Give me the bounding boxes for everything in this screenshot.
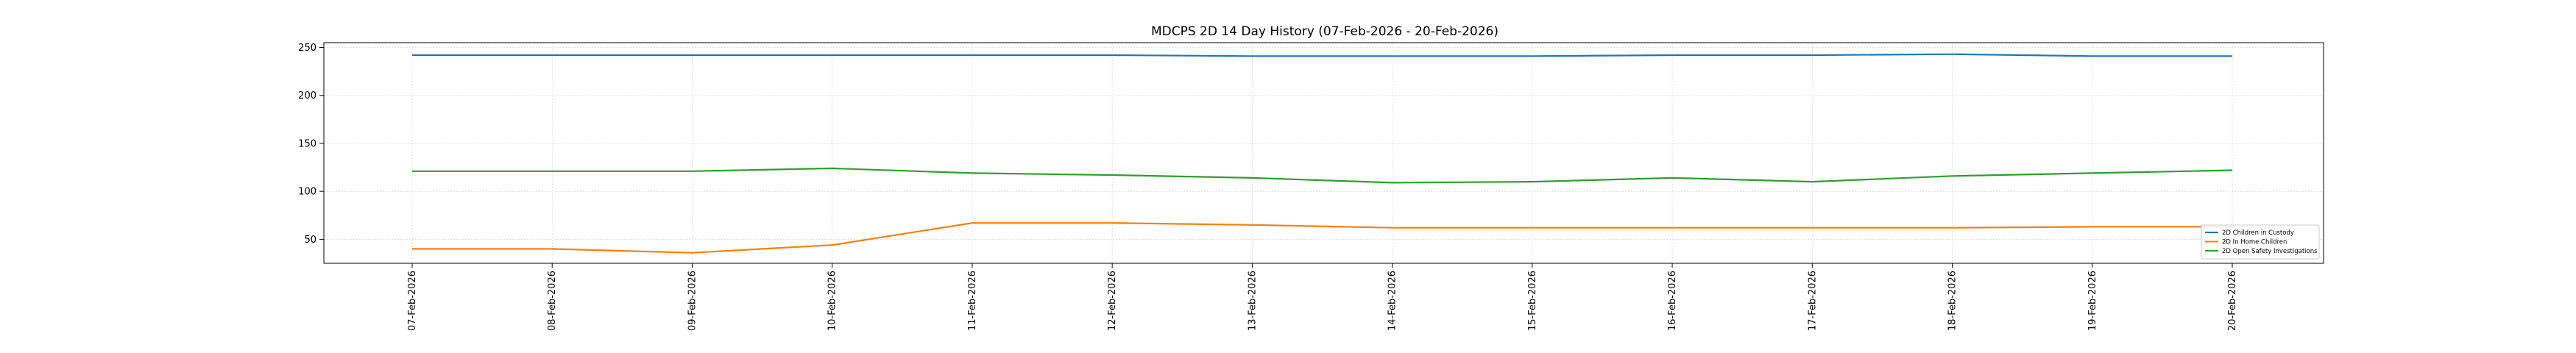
series-line <box>412 222 2232 254</box>
legend-label: 2D In Home Children <box>2222 239 2287 246</box>
legend-box <box>2201 224 2320 260</box>
x-tick-label: 11-Feb-2026 <box>967 271 978 331</box>
x-tick-label: 18-Feb-2026 <box>1947 271 1958 331</box>
legend: 2D Children in Custody 2D In Home Childre… <box>2201 224 2320 260</box>
x-tick-label: 20-Feb-2026 <box>2227 271 2238 331</box>
y-tick-label: 200 <box>298 90 316 101</box>
x-axis: 07-Feb-2026 08-Feb-2026 09-Feb-2026 10-Feb-… <box>407 263 2238 331</box>
x-tick-label: 17-Feb-2026 <box>1807 271 1818 331</box>
series-line <box>412 167 2233 184</box>
x-tick-label: 15-Feb-2026 <box>1527 271 1538 331</box>
y-axis: 50 100 150 200 250 <box>298 43 324 246</box>
plot-frame <box>323 42 2324 264</box>
x-tick-label: 10-Feb-2026 <box>827 271 838 331</box>
legend-label: 2D Open Safety Investigations <box>2222 248 2318 255</box>
series-lines <box>412 53 2233 254</box>
y-tick-label: 250 <box>298 43 316 54</box>
legend-label: 2D Children in Custody <box>2222 229 2294 237</box>
x-tick-label: 07-Feb-2026 <box>407 271 418 331</box>
x-tick-label: 14-Feb-2026 <box>1387 271 1398 331</box>
x-tick-label: 13-Feb-2026 <box>1247 271 1258 331</box>
series-line <box>412 53 2232 57</box>
y-tick-label: 100 <box>298 187 316 198</box>
y-tick-label: 50 <box>304 235 316 246</box>
grid <box>324 43 2324 263</box>
x-tick-label: 19-Feb-2026 <box>2087 271 2098 331</box>
x-tick-label: 09-Feb-2026 <box>687 271 698 331</box>
chart-title: MDCPS 2D 14 Day History (07-Feb-2026 - 2… <box>1151 24 1498 39</box>
y-tick-label: 150 <box>298 138 316 149</box>
x-tick-label: 12-Feb-2026 <box>1107 271 1118 331</box>
x-tick-label: 08-Feb-2026 <box>547 271 558 331</box>
x-tick-label: 16-Feb-2026 <box>1667 271 1678 331</box>
